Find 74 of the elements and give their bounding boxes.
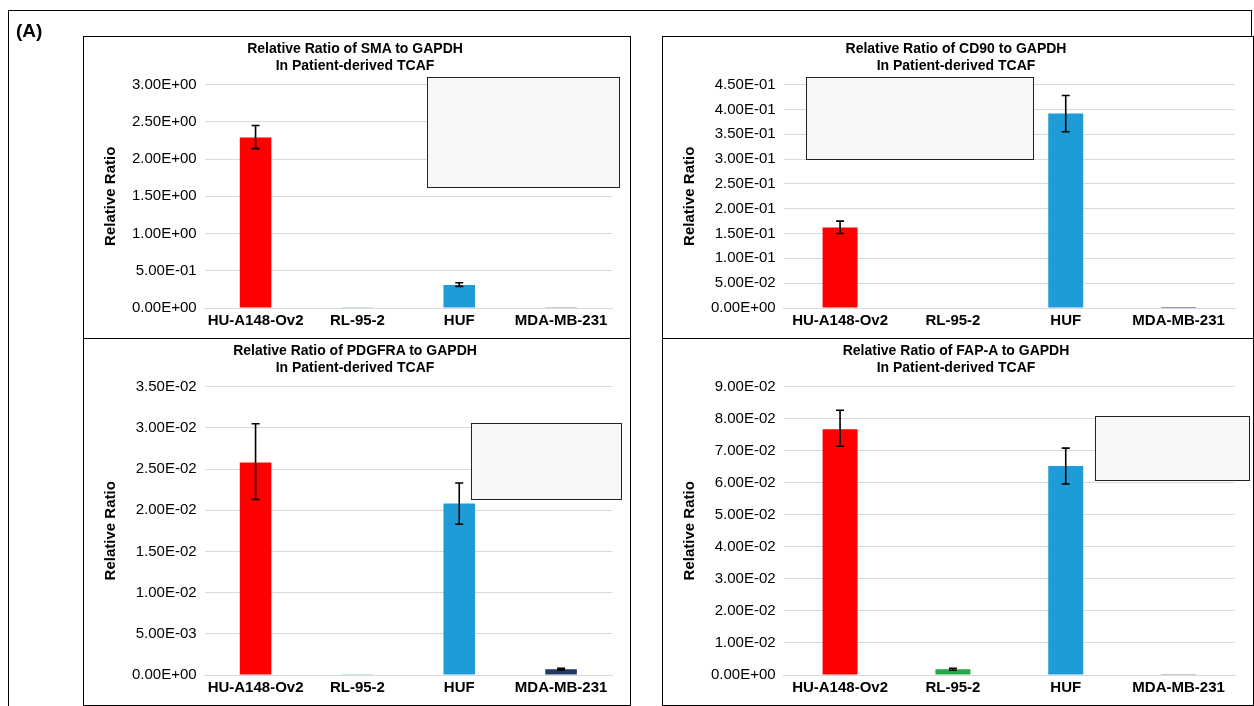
bar xyxy=(935,669,971,675)
chart-title: Relative Ratio of CD90 to GAPDH xyxy=(845,40,1067,57)
chart-subtitle: In Patient-derived TCAF xyxy=(876,359,1036,376)
bar xyxy=(1048,113,1084,308)
y-tick-label: 1.00E+00 xyxy=(131,223,197,241)
x-tick-label: HUF xyxy=(1050,678,1082,696)
x-tick-label: RL-95-2 xyxy=(329,678,385,696)
y-tick-label: 4.00E-01 xyxy=(714,99,776,117)
y-tick-label: 5.00E-01 xyxy=(135,260,197,278)
x-tick-label: HUF xyxy=(443,311,475,329)
x-tick-label: RL-95-2 xyxy=(925,311,981,329)
y-tick-label: 2.50E-01 xyxy=(714,174,776,192)
y-tick-label: 5.00E-02 xyxy=(714,504,776,522)
y-axis-title: Relative Ratio xyxy=(680,481,698,581)
x-tick-label: HU-A148-Ov2 xyxy=(207,678,304,696)
bar xyxy=(545,669,577,675)
y-tick-label: 6.00E-02 xyxy=(714,472,776,490)
y-tick-label: 2.50E+00 xyxy=(131,111,197,129)
bar xyxy=(443,503,476,675)
y-tick-label: 3.50E-01 xyxy=(714,124,776,142)
bar xyxy=(239,462,272,675)
text: (A) xyxy=(16,20,43,42)
x-tick-label: HUF xyxy=(1050,311,1082,329)
y-axis-title: Relative Ratio xyxy=(680,146,698,246)
y-tick-label: 7.00E-02 xyxy=(714,440,776,458)
x-tick-label: RL-95-2 xyxy=(925,678,981,696)
x-tick-label: MDA-MB-231 xyxy=(514,311,608,329)
y-tick-label: 1.50E-01 xyxy=(714,223,776,241)
y-tick-label: 1.00E-01 xyxy=(714,248,776,266)
y-tick-label: 3.00E-02 xyxy=(135,417,197,435)
chart-subtitle: In Patient-derived TCAF xyxy=(275,359,435,376)
y-tick-label: 2.00E-02 xyxy=(135,500,197,518)
y-tick-label: 0.00E+00 xyxy=(131,298,197,316)
x-tick-label: HUF xyxy=(443,678,475,696)
y-tick-label: 2.00E-01 xyxy=(714,198,776,216)
x-tick-label: HU-A148-Ov2 xyxy=(207,311,304,329)
y-tick-label: 4.50E-01 xyxy=(714,74,776,92)
chart-subtitle: In Patient-derived TCAF xyxy=(275,57,435,74)
chart-title: Relative Ratio of SMA to GAPDH xyxy=(247,40,463,57)
x-tick-label: MDA-MB-231 xyxy=(1132,311,1225,329)
y-tick-label: 5.00E-03 xyxy=(135,623,197,641)
x-tick-label: MDA-MB-231 xyxy=(1132,678,1225,696)
x-tick-label: HU-A148-Ov2 xyxy=(792,678,888,696)
y-tick-label: 3.00E+00 xyxy=(131,74,197,92)
y-tick-label: 2.00E+00 xyxy=(131,149,197,167)
y-axis-title: Relative Ratio xyxy=(101,481,119,581)
y-tick-label: 3.00E-02 xyxy=(714,569,776,587)
y-tick-label: 8.00E-02 xyxy=(714,408,776,426)
y-tick-label: 1.50E-02 xyxy=(135,541,197,559)
y-tick-label: 3.00E-01 xyxy=(714,149,776,167)
bar xyxy=(822,429,858,675)
y-tick-label: 3.50E-02 xyxy=(135,376,197,394)
bar xyxy=(822,227,858,308)
y-tick-label: 2.50E-02 xyxy=(135,459,197,477)
chart-title: Relative Ratio of PDGFRA to GAPDH xyxy=(233,342,477,359)
y-tick-label: 0.00E+00 xyxy=(131,665,197,683)
y-tick-label: 1.00E-02 xyxy=(714,633,776,651)
x-tick-label: MDA-MB-231 xyxy=(514,678,608,696)
y-tick-label: 0.00E+00 xyxy=(710,298,776,316)
x-tick-label: HU-A148-Ov2 xyxy=(792,311,888,329)
bar xyxy=(443,284,476,308)
x-tick-label: RL-95-2 xyxy=(329,311,385,329)
chart-title: Relative Ratio of FAP-A to GAPDH xyxy=(842,342,1070,359)
y-tick-label: 0.00E+00 xyxy=(710,665,776,683)
y-tick-label: 4.00E-02 xyxy=(714,536,776,554)
y-axis-title: Relative Ratio xyxy=(101,146,119,246)
y-tick-label: 1.00E-02 xyxy=(135,582,197,600)
y-tick-label: 2.00E-02 xyxy=(714,601,776,619)
bar xyxy=(1048,466,1084,675)
y-tick-label: 1.50E+00 xyxy=(131,186,197,204)
chart-subtitle: In Patient-derived TCAF xyxy=(876,57,1036,74)
y-tick-label: 9.00E-02 xyxy=(714,376,776,394)
y-tick-label: 5.00E-02 xyxy=(714,273,776,291)
bar xyxy=(239,137,272,308)
